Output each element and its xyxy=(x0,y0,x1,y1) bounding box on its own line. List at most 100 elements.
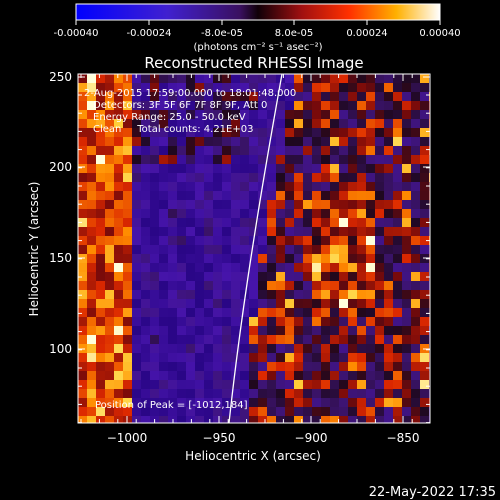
image-pixel xyxy=(348,416,358,423)
image-pixel xyxy=(96,353,106,363)
image-pixel xyxy=(141,317,151,327)
image-pixel xyxy=(348,380,358,390)
image-pixel xyxy=(402,317,412,327)
image-pixel xyxy=(204,83,214,93)
image-pixel xyxy=(321,83,331,93)
image-pixel xyxy=(78,236,88,246)
image-pixel xyxy=(231,326,241,336)
image-pixel xyxy=(123,317,133,327)
image-pixel xyxy=(276,326,286,336)
image-pixel xyxy=(348,101,358,111)
image-pixel xyxy=(159,290,169,300)
image-pixel xyxy=(204,200,214,210)
image-pixel xyxy=(204,326,214,336)
image-pixel xyxy=(177,416,187,423)
image-pixel xyxy=(258,326,268,336)
image-pixel xyxy=(285,101,295,111)
image-pixel xyxy=(411,173,421,183)
image-pixel xyxy=(231,101,241,111)
image-pixel xyxy=(357,344,367,354)
image-pixel xyxy=(375,110,385,120)
image-pixel xyxy=(420,389,430,399)
image-pixel xyxy=(204,155,214,165)
image-pixel xyxy=(240,227,250,237)
image-pixel xyxy=(258,416,268,423)
image-pixel xyxy=(141,416,151,423)
image-pixel xyxy=(159,353,169,363)
image-pixel xyxy=(420,227,430,237)
image-pixel xyxy=(411,398,421,408)
image-pixel xyxy=(384,281,394,291)
image-pixel xyxy=(330,218,340,228)
image-pixel xyxy=(312,416,322,423)
image-pixel xyxy=(420,398,430,408)
image-pixel xyxy=(303,146,313,156)
y-axis-label: Heliocentric Y (arcsec) xyxy=(27,182,41,317)
image-pixel xyxy=(339,128,349,138)
image-pixel xyxy=(375,119,385,129)
image-pixel xyxy=(231,299,241,309)
image-pixel xyxy=(411,119,421,129)
image-pixel xyxy=(213,344,223,354)
image-pixel xyxy=(411,92,421,102)
image-pixel xyxy=(105,416,115,423)
image-pixel xyxy=(204,101,214,111)
image-pixel xyxy=(195,317,205,327)
image-pixel xyxy=(330,272,340,282)
image-pixel xyxy=(141,155,151,165)
image-pixel xyxy=(285,128,295,138)
image-pixel xyxy=(87,254,97,264)
image-pixel xyxy=(330,200,340,210)
image-pixel xyxy=(123,155,133,165)
image-pixel xyxy=(195,308,205,318)
image-pixel xyxy=(393,137,403,147)
image-pixel xyxy=(78,272,88,282)
colorbar-frame xyxy=(75,3,441,21)
image-pixel xyxy=(420,263,430,273)
image-pixel xyxy=(303,299,313,309)
image-pixel xyxy=(366,290,376,300)
image-pixel xyxy=(105,335,115,345)
image-pixel xyxy=(195,272,205,282)
image-pixel xyxy=(339,317,349,327)
image-pixel xyxy=(249,317,259,327)
image-pixel xyxy=(411,353,421,363)
image-pixel xyxy=(222,209,232,219)
image-pixel xyxy=(123,416,133,423)
image-pixel xyxy=(96,416,106,423)
image-pixel xyxy=(258,110,268,120)
image-pixel xyxy=(231,272,241,282)
image-pixel xyxy=(393,92,403,102)
image-pixel xyxy=(276,164,286,174)
image-pixel xyxy=(348,362,358,372)
image-pixel xyxy=(339,398,349,408)
image-pixel xyxy=(276,101,286,111)
image-pixel xyxy=(87,371,97,381)
image-pixel xyxy=(339,308,349,318)
image-pixel xyxy=(366,182,376,192)
image-pixel xyxy=(375,407,385,417)
image-pixel xyxy=(150,173,160,183)
image-pixel xyxy=(78,362,88,372)
image-pixel xyxy=(402,110,412,120)
image-pixel xyxy=(96,119,106,129)
image-pixel xyxy=(258,74,268,84)
image-pixel xyxy=(375,398,385,408)
image-pixel xyxy=(312,146,322,156)
image-pixel xyxy=(384,254,394,264)
image-pixel xyxy=(267,371,277,381)
image-pixel xyxy=(78,227,88,237)
image-pixel xyxy=(231,128,241,138)
image-pixel xyxy=(249,290,259,300)
image-pixel xyxy=(177,128,187,138)
image-pixel xyxy=(204,227,214,237)
image-pixel xyxy=(150,227,160,237)
image-pixel xyxy=(249,128,259,138)
image-pixel xyxy=(168,191,178,201)
image-pixel xyxy=(375,164,385,174)
image-pixel xyxy=(339,227,349,237)
image-pixel xyxy=(177,272,187,282)
image-pixel xyxy=(321,380,331,390)
image-pixel xyxy=(411,290,421,300)
image-pixel xyxy=(294,389,304,399)
